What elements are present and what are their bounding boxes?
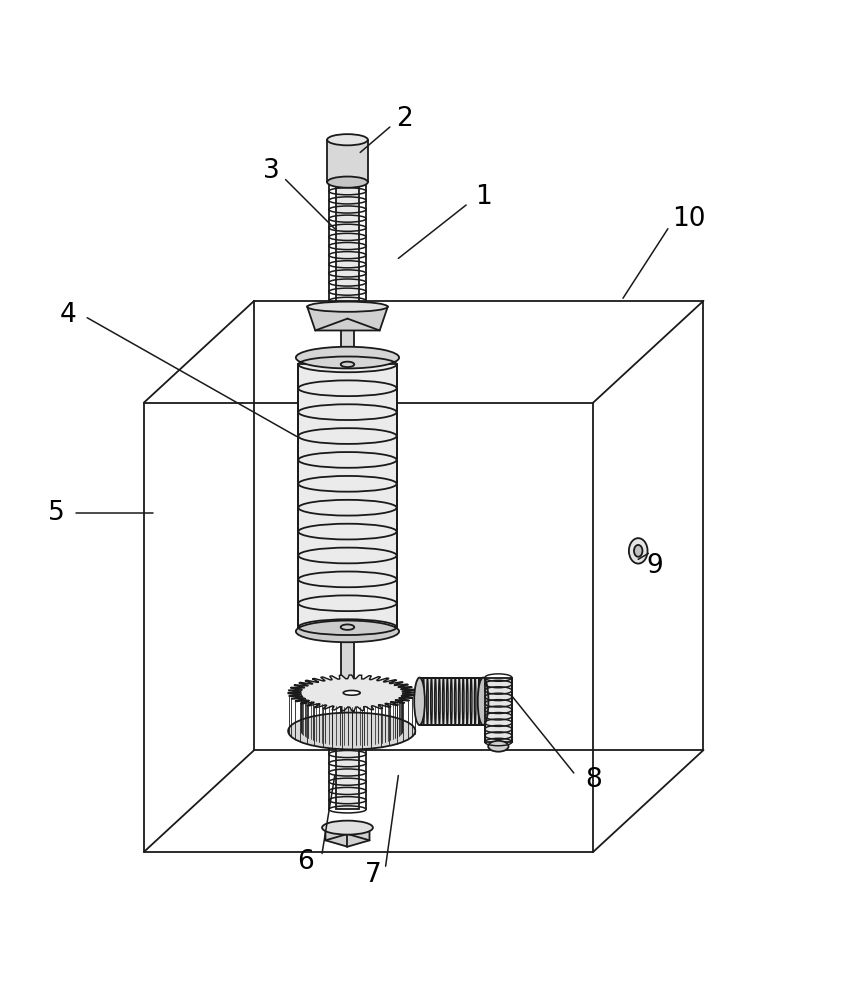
Polygon shape xyxy=(307,307,388,330)
Ellipse shape xyxy=(296,621,399,642)
Text: 9: 9 xyxy=(647,553,663,579)
Polygon shape xyxy=(341,330,354,364)
Polygon shape xyxy=(419,678,483,725)
Polygon shape xyxy=(341,627,354,725)
Ellipse shape xyxy=(307,302,388,312)
Polygon shape xyxy=(298,364,396,627)
Text: 3: 3 xyxy=(263,158,280,184)
Ellipse shape xyxy=(327,134,368,145)
Text: 7: 7 xyxy=(365,862,381,888)
Ellipse shape xyxy=(488,741,508,752)
Ellipse shape xyxy=(341,362,354,367)
Ellipse shape xyxy=(322,821,373,835)
Text: 10: 10 xyxy=(672,206,706,232)
Ellipse shape xyxy=(296,347,399,368)
Polygon shape xyxy=(325,821,370,847)
Text: 1: 1 xyxy=(475,184,491,210)
Text: 6: 6 xyxy=(297,849,313,875)
Ellipse shape xyxy=(634,545,643,557)
Ellipse shape xyxy=(341,624,354,630)
Ellipse shape xyxy=(414,678,425,725)
Polygon shape xyxy=(336,726,359,809)
Text: 4: 4 xyxy=(59,302,76,328)
Polygon shape xyxy=(484,678,512,742)
Text: 5: 5 xyxy=(48,500,65,526)
Ellipse shape xyxy=(478,678,489,725)
Polygon shape xyxy=(336,182,359,301)
Text: 8: 8 xyxy=(585,767,602,793)
Text: 2: 2 xyxy=(395,106,413,132)
Ellipse shape xyxy=(288,713,415,749)
Ellipse shape xyxy=(343,690,360,695)
Ellipse shape xyxy=(629,538,647,564)
Polygon shape xyxy=(288,675,415,711)
Ellipse shape xyxy=(327,177,368,188)
Polygon shape xyxy=(327,140,368,182)
